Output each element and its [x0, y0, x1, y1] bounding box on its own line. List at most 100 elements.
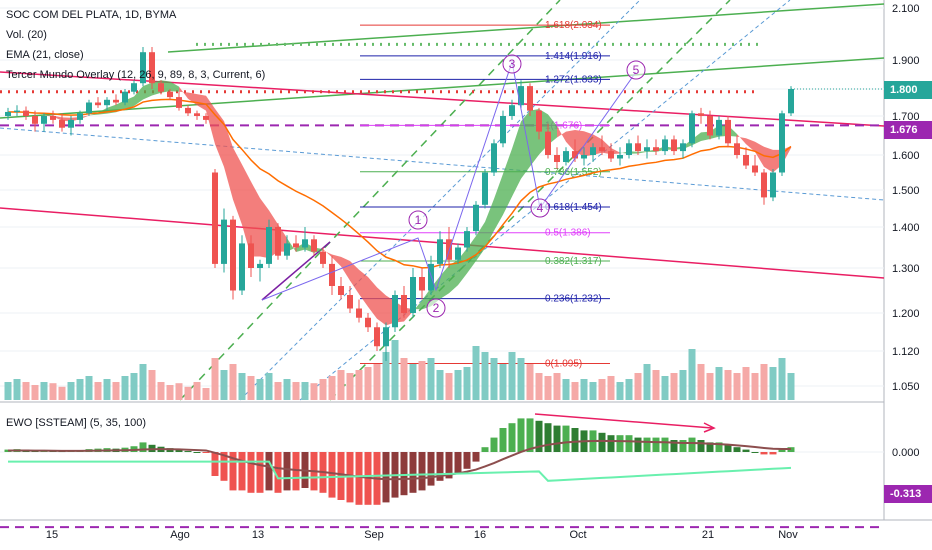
candle [707, 110, 713, 140]
overlay-cloud-segment [476, 221, 485, 262]
candle [410, 268, 416, 318]
volume-bar [220, 370, 228, 400]
volume-bar [103, 379, 111, 400]
candle-body [248, 243, 254, 268]
candle-body [635, 143, 641, 152]
candle-body [392, 295, 398, 328]
candle-body [131, 83, 137, 92]
candle [50, 110, 56, 124]
ema-indicator-label[interactable]: EMA (21, close) [6, 49, 84, 61]
candle-body [680, 143, 686, 152]
candle [590, 143, 596, 162]
volume-bar [769, 367, 777, 400]
candle-body [338, 286, 344, 295]
candle-body [761, 172, 767, 198]
overlay-indicator-label[interactable]: Tercer Mundo Overlay (12, 26, 9, 89, 8, … [6, 69, 266, 81]
candle [509, 99, 515, 120]
ewo-bar [562, 425, 570, 452]
candle [356, 299, 362, 323]
ewo-bar [193, 452, 201, 453]
candle-body [275, 227, 281, 256]
candle-body [743, 155, 749, 166]
candle [653, 139, 659, 155]
candle-body [482, 172, 488, 205]
ewo-bar [616, 435, 624, 452]
candle [563, 147, 569, 166]
ewo-indicator-label[interactable]: EWO [SSTEAM] (5, 35, 100) [6, 417, 146, 429]
overlay-cloud-segment [764, 146, 773, 173]
fib-level-label: 0.382(1.317) [545, 256, 602, 267]
elliott-wave-path [261, 60, 637, 301]
candle [41, 113, 47, 132]
volume-bar [499, 364, 507, 400]
overlay-cloud-segment [134, 86, 143, 107]
time-axis-label: Sep [364, 529, 384, 541]
ewo-bar [463, 452, 471, 469]
candle [248, 235, 254, 277]
overlay-cloud-segment [332, 254, 341, 267]
volume-bar [418, 361, 426, 400]
overlay-cloud-segment [197, 94, 206, 111]
fib-level-label: 1.414(1.916) [545, 51, 602, 62]
volume-indicator-label[interactable]: Vol. (20) [6, 29, 47, 41]
volume-bar [328, 376, 336, 400]
volume-bar [517, 358, 525, 400]
fib-level-label: 0.618(1.454) [545, 202, 602, 213]
volume-bar [130, 373, 138, 400]
overlay-cloud-segment [215, 108, 224, 167]
overlay-cloud-segment [170, 81, 179, 92]
volume-bar [661, 376, 669, 400]
volume-bar [733, 373, 741, 400]
candle-body [608, 151, 614, 159]
candle-body [167, 91, 173, 98]
volume-bar [616, 382, 624, 400]
ewo-bar [355, 452, 363, 505]
candle-body [716, 119, 722, 136]
candle [608, 143, 614, 162]
volume-bar [481, 352, 489, 400]
trendline-green-lower [0, 57, 885, 119]
candle [239, 235, 245, 295]
overlay-cloud-segment [449, 259, 458, 294]
ewo-bar [265, 452, 273, 491]
candle [194, 110, 200, 120]
volume-bar [247, 376, 255, 400]
price-axis-tick: 1.050 [892, 381, 920, 393]
overlay-cloud-segment [503, 148, 512, 215]
volume-bar [346, 373, 354, 400]
overlay-cloud-segment [575, 130, 584, 157]
ewo-bar [202, 452, 210, 453]
candle [59, 113, 65, 132]
ewo-bar [382, 452, 390, 503]
time-axis-label: Ago [170, 529, 190, 541]
candle [527, 83, 533, 116]
overlay-cloud-segment [494, 173, 503, 231]
candle [554, 147, 560, 169]
candle-body [644, 147, 650, 152]
candle-body [626, 143, 632, 155]
ewo-bar [427, 452, 435, 486]
wave-label: 5 [633, 63, 640, 77]
overlay-cloud-segment [521, 110, 530, 179]
volume-bar [625, 379, 633, 400]
candle [257, 259, 263, 282]
ewo-bar [472, 452, 480, 462]
wave-marker [408, 210, 428, 230]
divergence-arrow [534, 413, 713, 429]
overlay-cloud-segment [242, 164, 251, 257]
candle [599, 135, 605, 155]
candle [635, 135, 641, 155]
fib-level-label: 0.236(1.232) [545, 294, 602, 305]
fib-level-label: 1.618(2.034) [545, 20, 602, 31]
candle-body [671, 139, 677, 152]
trendline-blue-dashed [0, 127, 885, 201]
ewo-bar [445, 452, 453, 479]
ewo-bar [688, 437, 696, 452]
fib-level-label: 0.786(1.552) [545, 167, 602, 178]
ewo-bar [409, 452, 417, 493]
ewo-bar [517, 418, 525, 452]
candle [338, 277, 344, 300]
wave-label: 1 [415, 213, 422, 227]
candle-body [617, 155, 623, 159]
